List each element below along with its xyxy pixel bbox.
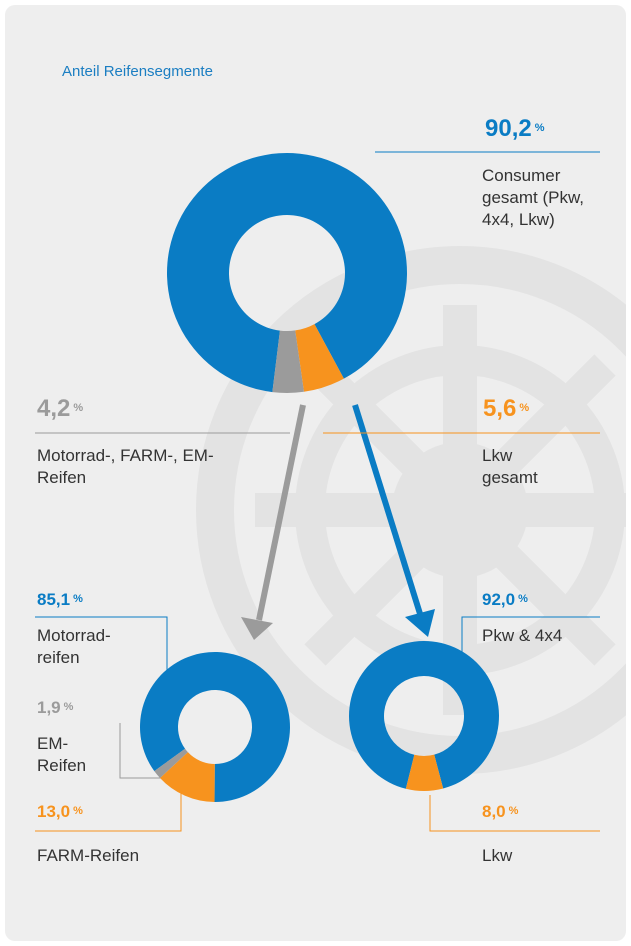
value-label: 85,1%	[37, 590, 83, 610]
value-number: 1,9	[37, 698, 61, 717]
category-label: Lkw gesamt	[482, 446, 538, 487]
donut-slice	[272, 330, 304, 393]
value-number: 8,0	[482, 802, 506, 821]
value-label: 8,0%	[482, 802, 518, 822]
category-label: Consumer gesamt (Pkw, 4x4, Lkw)	[482, 166, 585, 229]
category-label: Lkw	[482, 846, 513, 865]
value-number: 4,2	[37, 395, 71, 422]
value-label: 90,2%	[485, 115, 545, 143]
donut-slice	[349, 641, 500, 789]
value-number: 90,2	[485, 115, 532, 142]
category-label: EM-Reifen	[37, 734, 87, 775]
category-label: Pkw & 4x4	[482, 626, 563, 645]
value-unit: %	[63, 701, 74, 713]
value-unit: %	[534, 122, 545, 134]
value-number: 92,0	[482, 590, 516, 609]
value-unit: %	[73, 593, 83, 605]
infographic-card: Anteil Reifensegmente 90,2% Consumer gesa…	[5, 5, 626, 941]
category-label: FARM-Reifen	[37, 846, 140, 865]
category-label: Motorrad-reifen	[37, 626, 111, 667]
value-unit: %	[73, 805, 83, 817]
donut-slice	[160, 752, 215, 802]
value-unit: %	[518, 593, 528, 605]
chart	[35, 151, 626, 832]
donut-slice	[295, 324, 344, 392]
chart-title: Anteil Reifensegmente	[62, 63, 213, 80]
value-label: 4,2%	[37, 395, 83, 423]
value-label: 92,0%	[482, 590, 528, 610]
value-unit: %	[508, 805, 519, 817]
donut-slice	[167, 153, 408, 393]
leader-lines	[35, 151, 600, 832]
value-label: 5,6%	[483, 395, 529, 423]
value-label: 13,0%	[37, 802, 83, 822]
value-number: 85,1	[37, 590, 71, 609]
value-unit: %	[73, 402, 84, 414]
connector-arrows	[241, 404, 435, 640]
value-label: 1,9%	[37, 698, 73, 718]
donut-slice	[405, 754, 444, 791]
donut-slice	[139, 651, 290, 802]
value-number: 5,6	[483, 395, 517, 422]
category-label: Motorrad-, FARM-, EM-Reifen	[37, 446, 214, 487]
value-unit: %	[519, 402, 530, 414]
value-number: 13,0	[37, 802, 71, 821]
donut-slice	[154, 748, 188, 778]
